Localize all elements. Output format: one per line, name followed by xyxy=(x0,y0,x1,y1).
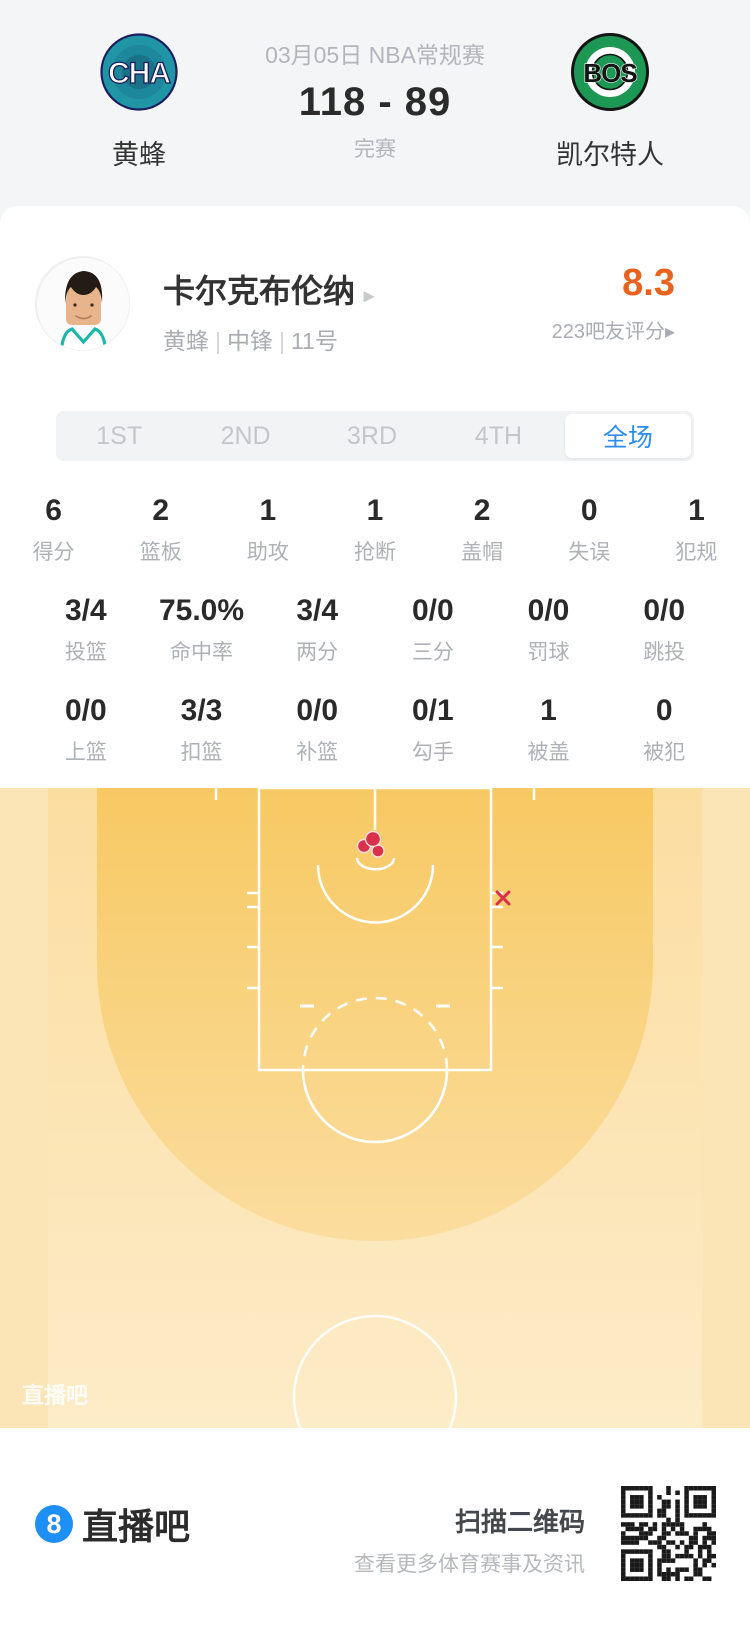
svg-text:BOS: BOS xyxy=(583,58,637,88)
svg-text:直播吧: 直播吧 xyxy=(22,1383,88,1408)
svg-text:8: 8 xyxy=(46,1509,61,1539)
svg-text:CHA: CHA xyxy=(108,57,170,90)
